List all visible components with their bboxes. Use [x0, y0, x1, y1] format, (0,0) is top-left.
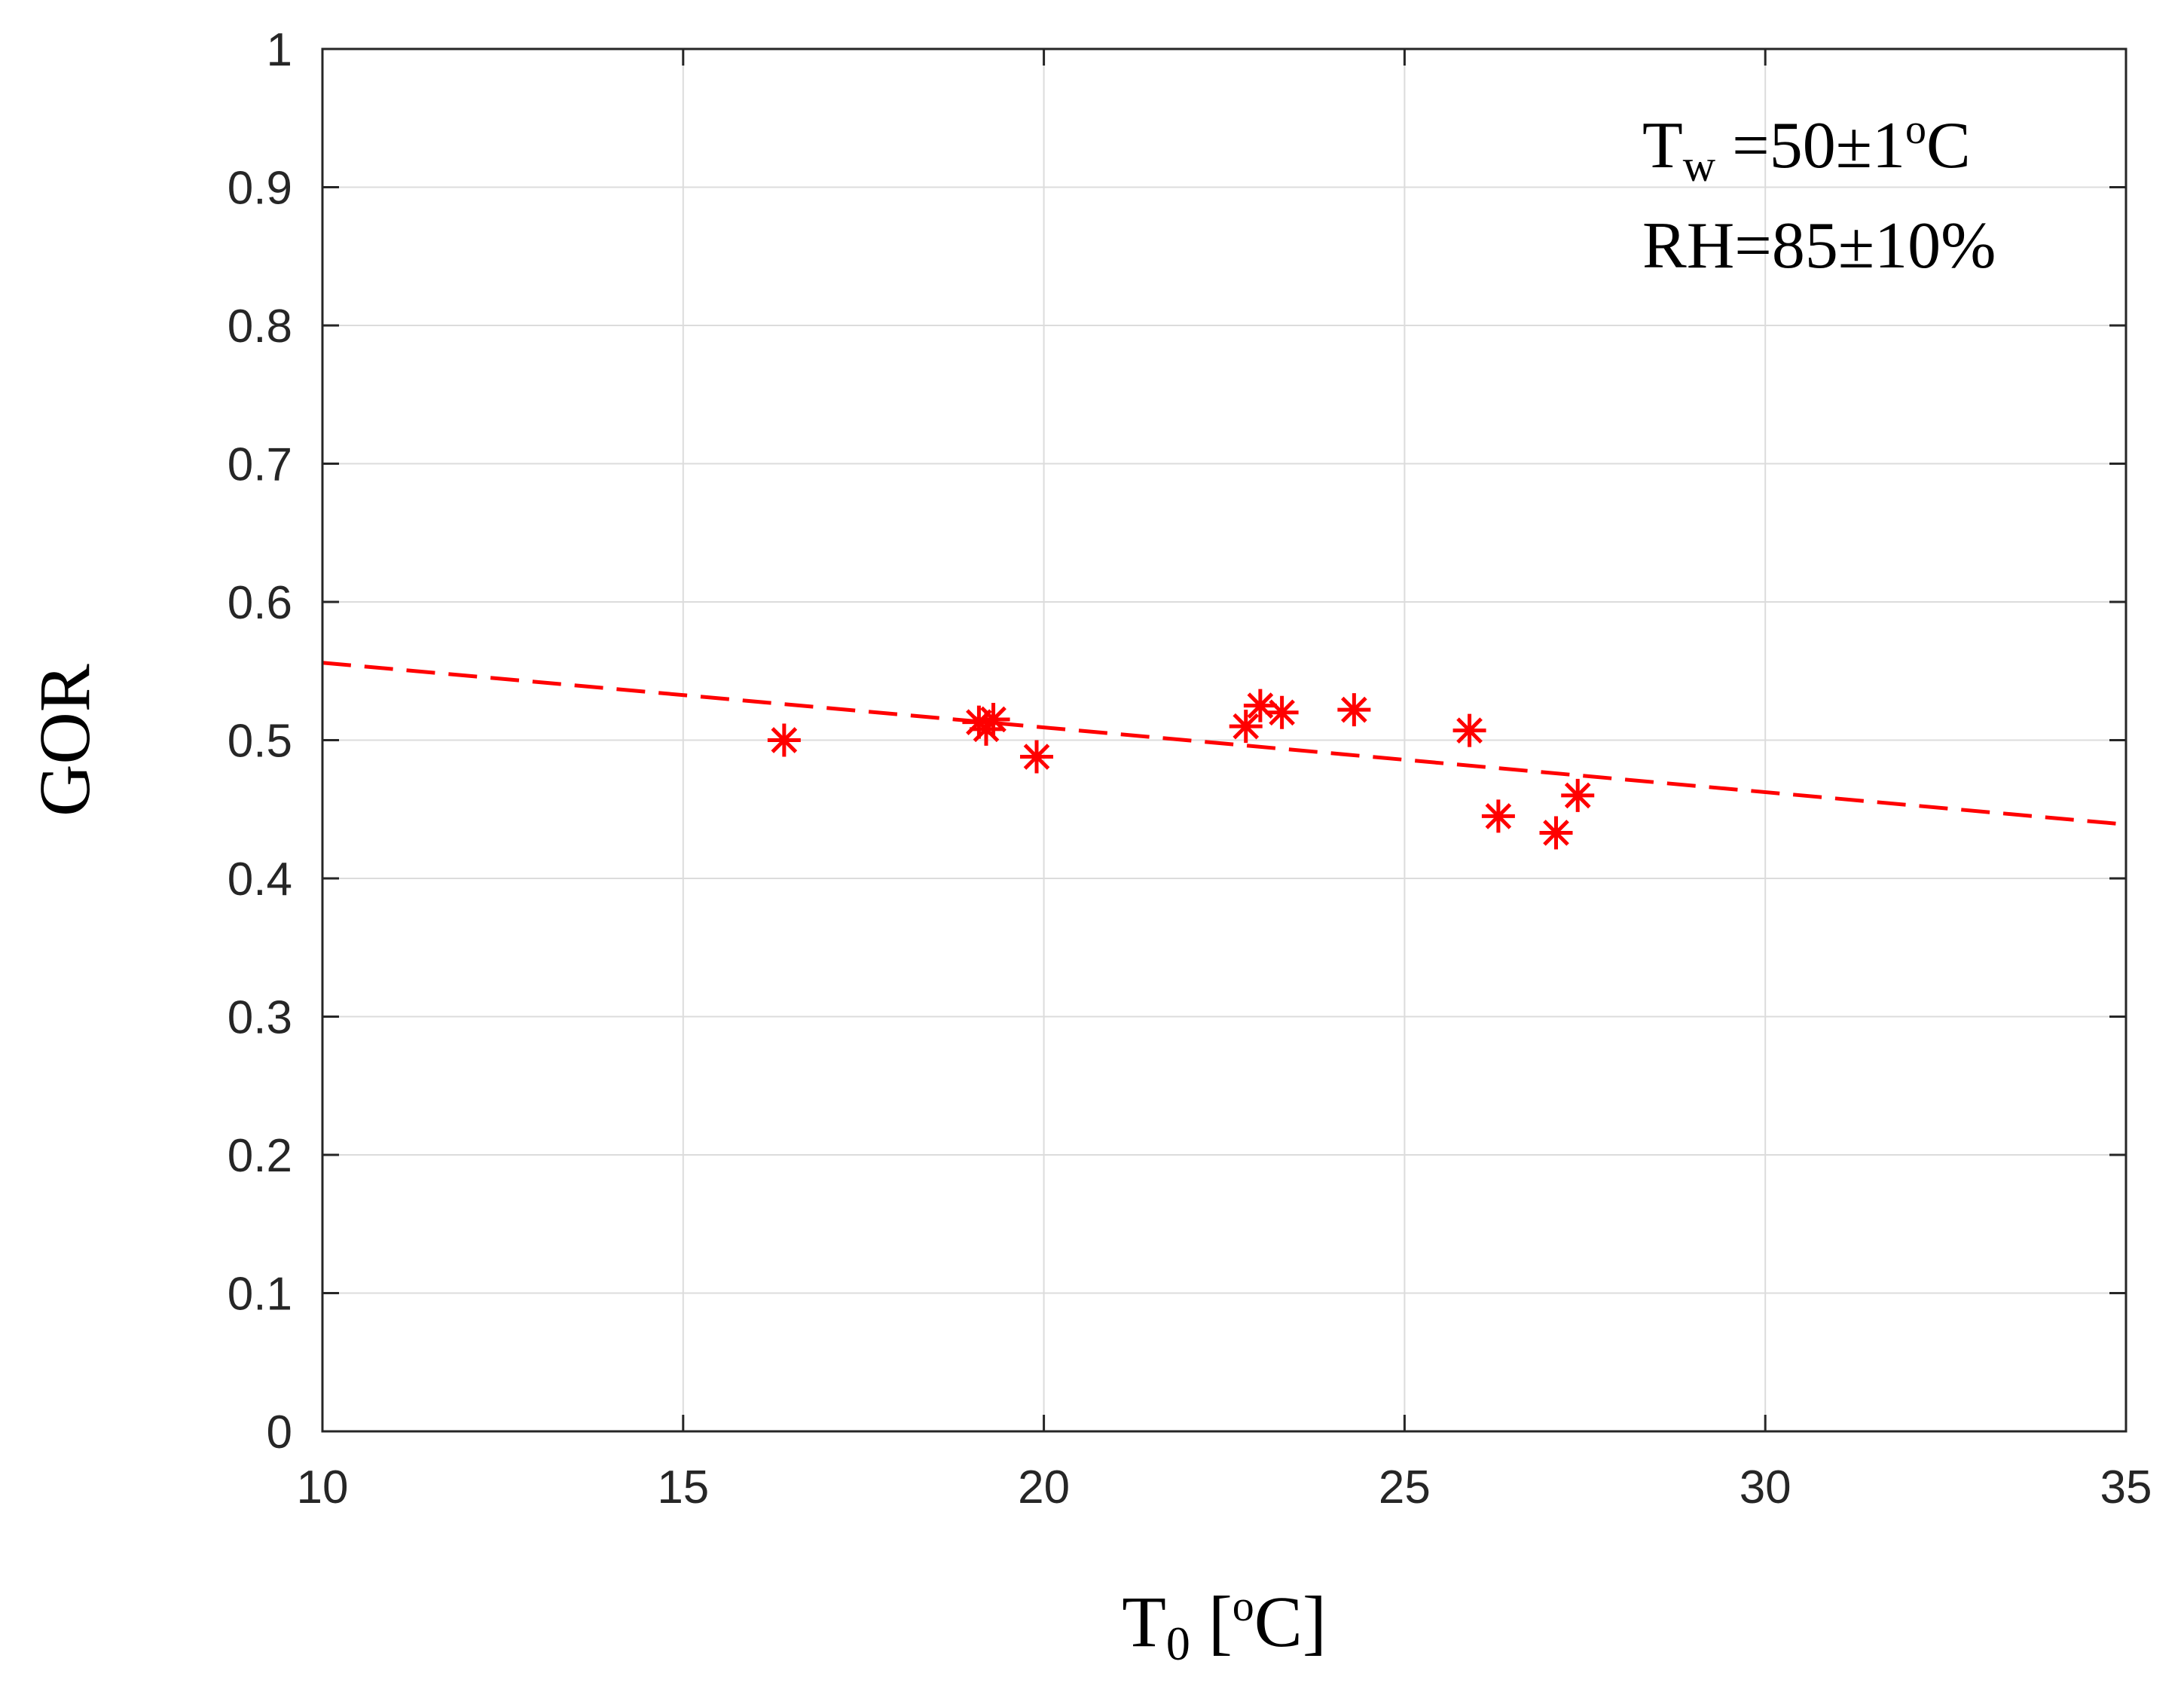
data-point	[1229, 710, 1263, 744]
annotation-relative-humidity: RH=85±10%	[1642, 209, 1996, 283]
y-tick-label: 0	[267, 1406, 292, 1458]
x-axis-label-subscript: 0	[1166, 1617, 1190, 1670]
x-axis-label: T0 [oC]	[1122, 1581, 1327, 1670]
x-tick-label: 30	[1740, 1461, 1791, 1513]
annotation-temp-subscript: w	[1683, 141, 1716, 191]
data-point	[1561, 778, 1595, 812]
annotation-water-temperature: Tw =50±1oC	[1642, 106, 1971, 191]
y-tick-label: 1	[267, 24, 292, 76]
data-point	[767, 723, 801, 757]
data-markers	[767, 689, 1595, 850]
y-tick-label: 0.7	[228, 439, 292, 491]
data-point-stroke	[1485, 803, 1512, 829]
axis-ticks	[321, 47, 2127, 1433]
annotation-rh-text: RH=85±10%	[1642, 209, 1996, 283]
y-tick-label: 0.1	[228, 1269, 292, 1321]
y-axis-label: GOR	[24, 664, 105, 817]
x-axis-label-bracket: [	[1190, 1581, 1233, 1662]
data-point-stroke	[973, 716, 1000, 743]
data-point-stroke	[1564, 782, 1591, 809]
data-point-stroke	[1341, 696, 1367, 723]
x-axis-label-unit: C]	[1254, 1581, 1327, 1662]
data-point-stroke	[1269, 699, 1295, 726]
x-tick-label: 35	[2100, 1461, 2152, 1513]
x-tick-label: 20	[1018, 1461, 1070, 1513]
fit-line	[322, 661, 2127, 826]
x-tick-label: 10	[297, 1461, 349, 1513]
x-tick-labels: 10 15 20 25 30 35	[297, 1461, 2152, 1513]
annotation-temp-symbol: T	[1642, 109, 1683, 182]
fit-line-group	[322, 661, 2127, 826]
x-axis-label-main: T	[1122, 1581, 1166, 1662]
data-point-stroke	[1233, 713, 1260, 740]
data-point	[1481, 799, 1515, 833]
data-point-stroke	[771, 727, 798, 753]
x-tick-label: 15	[657, 1461, 709, 1513]
annotation-temp-degree: o	[1905, 106, 1926, 153]
annotation-temp-unit: C	[1926, 109, 1971, 182]
data-point	[969, 712, 1003, 746]
y-tick-label: 0.8	[228, 301, 292, 353]
y-tick-label: 0.9	[228, 163, 292, 215]
data-point-stroke	[1023, 744, 1050, 770]
data-point	[1337, 693, 1371, 727]
data-point	[1452, 713, 1486, 747]
annotation-temp-value: =50±1	[1715, 109, 1905, 182]
y-tick-label: 0.5	[228, 716, 292, 768]
y-tick-label: 0.3	[228, 992, 292, 1044]
data-point	[1265, 695, 1299, 729]
y-tick-label: 0.2	[228, 1130, 292, 1182]
data-point-stroke	[1456, 717, 1483, 744]
x-axis-label-degree: o	[1233, 1581, 1254, 1630]
data-point	[1020, 740, 1054, 774]
data-point	[1539, 816, 1573, 850]
y-tick-labels: 0 0.1 0.2 0.3 0.4 0.5 0.6 0.7 0.8 0.9 1	[228, 24, 292, 1458]
data-point-stroke	[1543, 820, 1569, 846]
x-tick-label: 25	[1379, 1461, 1431, 1513]
data-point-stroke	[1247, 692, 1274, 719]
y-tick-label: 0.4	[228, 854, 292, 906]
data-point	[1243, 689, 1277, 722]
y-tick-label: 0.6	[228, 577, 292, 629]
